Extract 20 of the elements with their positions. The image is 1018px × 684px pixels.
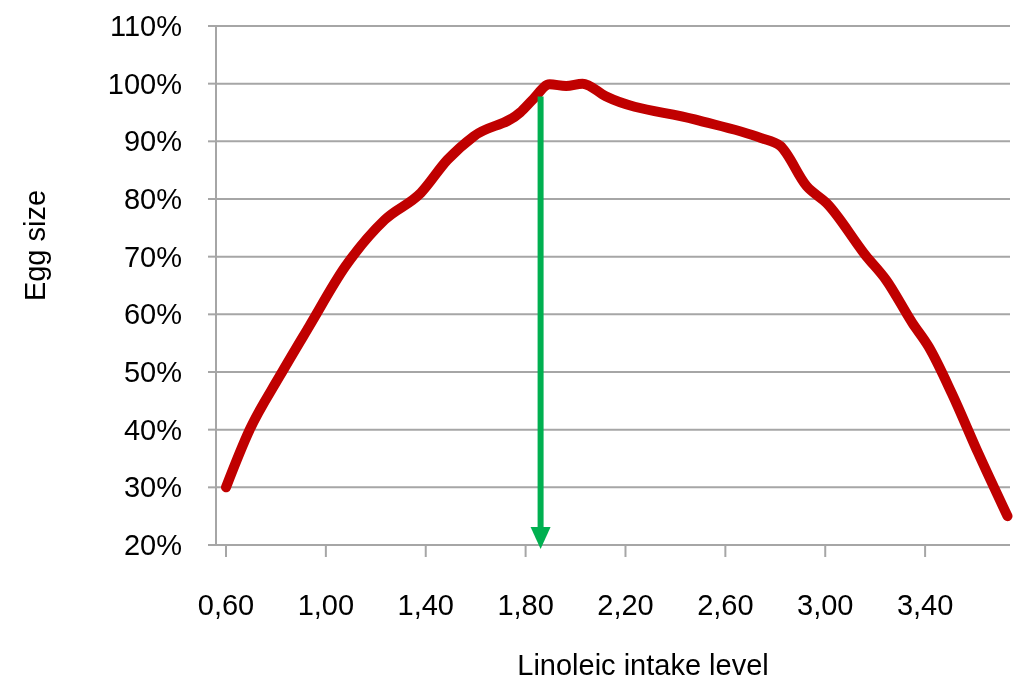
y-tick-label: 20%	[123, 529, 182, 562]
y-tick-label: 40%	[123, 413, 182, 446]
x-tick-label: 3,40	[896, 589, 954, 621]
y-tick-label: 30%	[123, 471, 182, 504]
y-tick-label: 80%	[123, 183, 182, 216]
x-tick-label: 0,60	[197, 589, 255, 621]
x-tick-label: 2,60	[697, 589, 754, 621]
y-tick-label: 60%	[123, 298, 182, 331]
y-tick-label: 90%	[123, 125, 182, 158]
y-tick-label: 100%	[107, 67, 182, 100]
x-tick-label: 1,80	[497, 589, 554, 621]
x-tick-label: 3,00	[797, 589, 854, 621]
x-tick-label: 1,40	[397, 589, 454, 621]
y-tick-label: 70%	[123, 240, 182, 273]
x-tick-label: 2,20	[597, 589, 654, 621]
y-tick-label: 50%	[123, 356, 182, 389]
x-axis-title: Linoleic intake level	[517, 649, 769, 681]
x-tick-label: 1,00	[297, 589, 355, 621]
y-tick-label: 110%	[109, 10, 182, 43]
y-axis-title: Egg size	[19, 189, 51, 302]
